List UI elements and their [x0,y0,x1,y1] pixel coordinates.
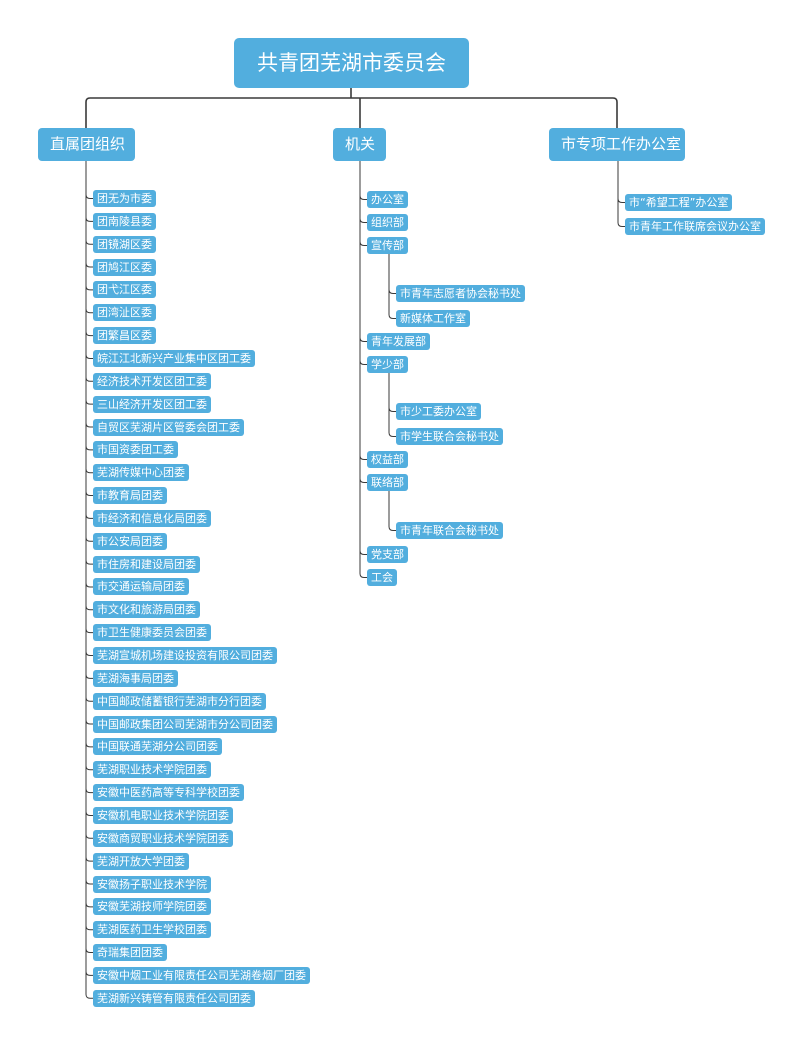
direct-org-item: 团弋江区委 [93,281,156,299]
direct-org-item: 团南陵县委 [93,212,156,230]
direct-org-item: 芜湖医药卫生学校团委 [93,921,211,939]
direct-org-item: 团无为市委 [93,190,156,207]
direct-org-item: 安徽芜湖技师学院团委 [93,898,211,916]
organ-dept-item: 办公室 [367,191,408,208]
root-node: 共青团芜湖市委员会 [234,38,469,88]
direct-org-item: 安徽商贸职业技术学院团委 [93,829,233,847]
direct-org-item: 皖江江北新兴产业集中区团工委 [93,349,255,367]
direct-org-item: 芜湖海事局团委 [93,669,178,687]
organ-sub-item: 市少工委办公室 [396,403,481,420]
direct-org-item: 安徽扬子职业技术学院 [93,875,211,893]
organ-dept-item: 宣传部 [367,237,408,254]
direct-org-item: 团鸠江区委 [93,258,156,276]
organ-sub-item: 市青年联合会秘书处 [396,522,503,539]
direct-org-item: 安徽中医药高等专科学校团委 [93,784,244,802]
direct-org-item: 市经济和信息化局团委 [93,509,211,527]
special-office-item: 市“希望工程”办公室 [625,194,733,211]
direct-org-item: 市卫生健康委员会团委 [93,624,211,642]
direct-org-item: 安徽中烟工业有限责任公司芜湖卷烟厂团委 [93,966,310,984]
direct-org-item: 奇瑞集团团委 [93,944,167,962]
direct-org-item: 芜湖职业技术学院团委 [93,761,211,779]
direct-org-item: 团湾沚区委 [93,304,156,322]
organ-dept-item: 青年发展部 [367,333,430,350]
direct-org-item: 市交通运输局团委 [93,578,189,596]
direct-org-item: 芜湖新兴铸管有限责任公司团委 [93,989,255,1007]
organ-dept-item: 学少部 [367,356,408,373]
organ-sub-item: 市青年志愿者协会秘书处 [396,285,525,302]
direct-org-item: 市公安局团委 [93,532,167,550]
direct-org-item: 安徽机电职业技术学院团委 [93,806,233,824]
direct-org-item: 三山经济开发区团工委 [93,395,211,413]
direct-org-item: 团繁昌区委 [93,327,156,345]
direct-org-item: 芜湖宣城机场建设投资有限公司团委 [93,647,277,664]
organ-dept-item: 党支部 [367,546,408,563]
direct-org-item: 自贸区芜湖片区管委会团工委 [93,418,244,436]
direct-org-item: 市住房和建设局团委 [93,555,200,573]
organ-sub-item: 新媒体工作室 [396,310,470,327]
direct-org-item: 中国邮政集团公司芜湖市分公司团委 [93,715,277,733]
direct-org-item: 市教育局团委 [93,487,167,505]
organ-dept-item: 权益部 [367,451,408,468]
direct-org-item: 经济技术开发区团工委 [93,372,211,390]
branch-special-offices: 市专项工作办公室 [549,128,685,161]
branch-direct-orgs: 直属团组织 [38,128,135,161]
organ-sub-item: 市学生联合会秘书处 [396,428,503,445]
branch-organs: 机关 [333,128,386,161]
direct-org-item: 团镜湖区委 [93,235,156,253]
organ-dept-item: 组织部 [367,214,408,231]
direct-org-item: 中国邮政储蓄银行芜湖市分行团委 [93,692,266,710]
direct-org-item: 市文化和旅游局团委 [93,601,200,619]
direct-org-item: 芜湖开放大学团委 [93,852,189,870]
direct-org-item: 芜湖传媒中心团委 [93,464,189,482]
direct-org-item: 中国联通芜湖分公司团委 [93,738,222,756]
organ-dept-item: 联络部 [367,474,408,491]
direct-org-item: 市国资委团工委 [93,441,178,459]
organ-dept-item: 工会 [367,569,397,586]
special-office-item: 市青年工作联席会议办公室 [625,218,765,235]
